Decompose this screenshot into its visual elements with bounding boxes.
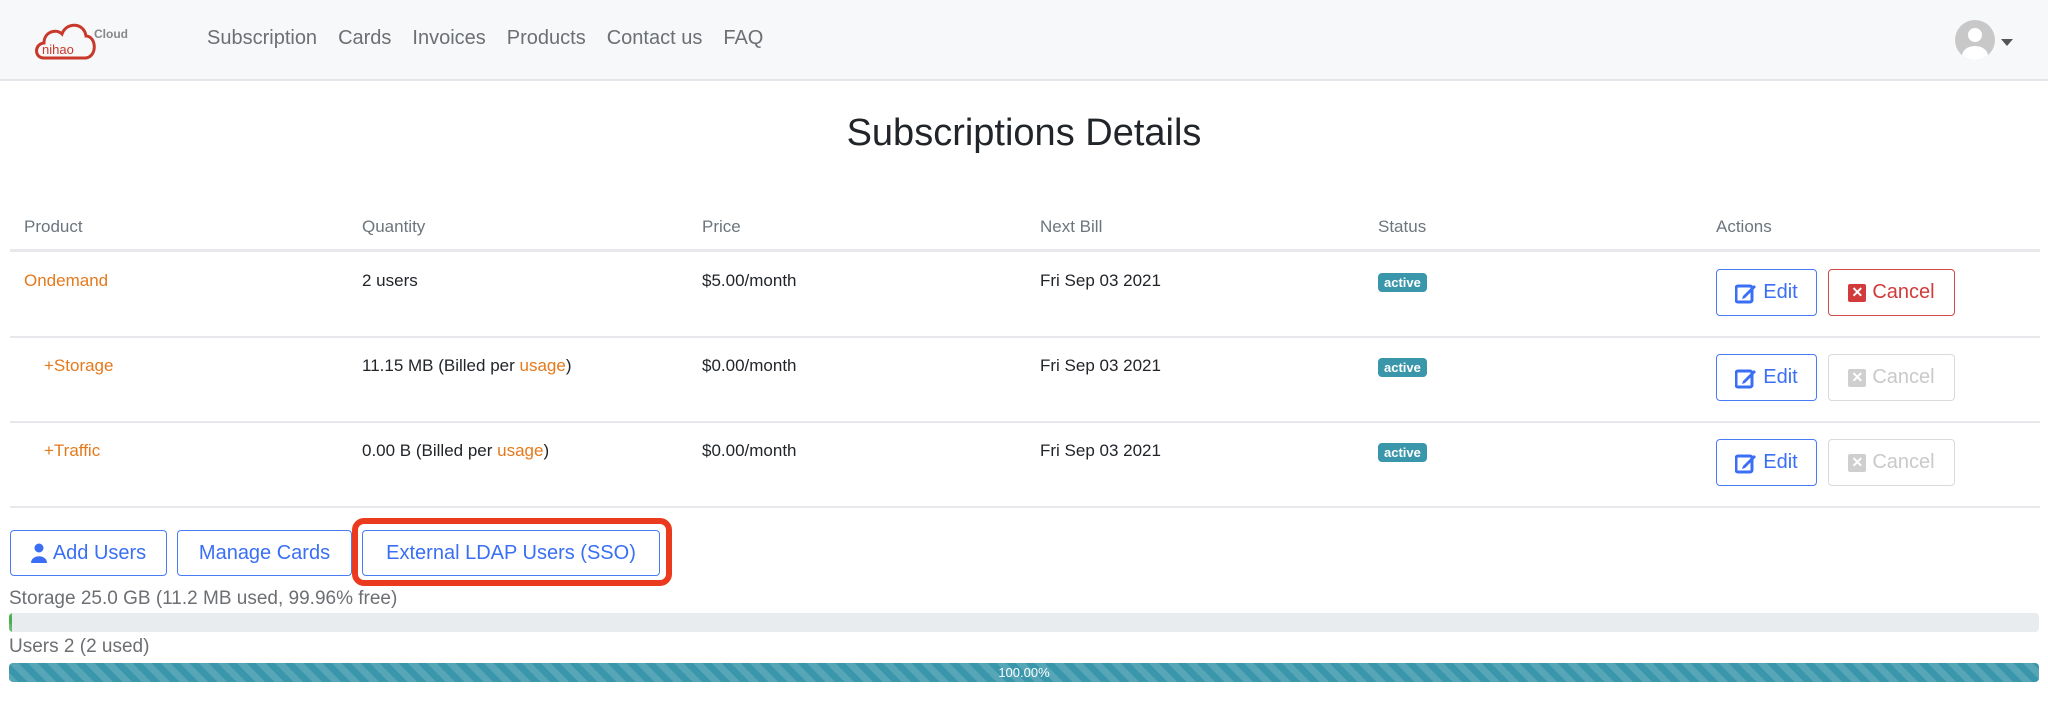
divider bbox=[10, 506, 2040, 508]
user-icon bbox=[1962, 28, 1988, 60]
col-product: Product bbox=[24, 217, 83, 236]
edit-button[interactable]: Edit bbox=[1716, 354, 1817, 401]
nav-invoices[interactable]: Invoices bbox=[412, 27, 486, 49]
user-icon bbox=[30, 543, 47, 563]
status-badge: active bbox=[1378, 358, 1427, 377]
edit-button[interactable]: Edit bbox=[1716, 439, 1817, 486]
users-label: Users 2 (2 used) bbox=[9, 636, 150, 657]
price-cell: $0.00/month bbox=[702, 441, 797, 460]
product-link[interactable]: +Traffic bbox=[44, 441, 101, 460]
usage-link[interactable]: usage bbox=[497, 441, 544, 460]
users-progress-bar: 100.00% bbox=[9, 663, 2039, 682]
highlight-annotation bbox=[352, 518, 672, 586]
external-ldap-users-button[interactable]: External LDAP Users (SSO) bbox=[362, 530, 660, 576]
manage-cards-button[interactable]: Manage Cards bbox=[177, 530, 352, 576]
page-title: Subscriptions Details bbox=[846, 112, 1202, 154]
svg-text:Cloud: Cloud bbox=[94, 27, 128, 41]
product-link[interactable]: +Storage bbox=[44, 356, 114, 375]
nav-subscription[interactable]: Subscription bbox=[207, 27, 318, 49]
edit-icon bbox=[1735, 369, 1757, 388]
nihao-cloud-logo[interactable]: nihao Cloud bbox=[34, 18, 144, 64]
storage-progress-fill bbox=[9, 613, 13, 632]
close-icon: ✕ bbox=[1848, 283, 1867, 302]
product-link[interactable]: Ondemand bbox=[24, 271, 109, 290]
quantity-cell: 0.00 B (Billed per usage) bbox=[362, 441, 550, 460]
cancel-button[interactable]: ✕ Cancel bbox=[1828, 269, 1955, 316]
close-icon: ✕ bbox=[1848, 368, 1867, 387]
status-badge: active bbox=[1378, 273, 1427, 292]
edit-button[interactable]: Edit bbox=[1716, 269, 1817, 316]
col-next-bill: Next Bill bbox=[1040, 217, 1103, 236]
edit-icon bbox=[1735, 284, 1757, 303]
cancel-button[interactable]: ✕ Cancel bbox=[1828, 439, 1955, 486]
divider bbox=[10, 421, 2040, 423]
cancel-button[interactable]: ✕ Cancel bbox=[1828, 354, 1955, 401]
col-quantity: Quantity bbox=[362, 217, 426, 236]
divider bbox=[10, 336, 2040, 338]
user-avatar[interactable] bbox=[1955, 20, 1995, 60]
quantity-cell: 2 users bbox=[362, 271, 418, 290]
nav-faq[interactable]: FAQ bbox=[723, 27, 764, 49]
next-bill-cell: Fri Sep 03 2021 bbox=[1040, 356, 1161, 375]
price-cell: $5.00/month bbox=[702, 271, 797, 290]
main-nav: Subscription Cards Invoices Products Con… bbox=[207, 27, 763, 50]
col-status: Status bbox=[1378, 217, 1427, 236]
edit-icon bbox=[1735, 454, 1757, 473]
next-bill-cell: Fri Sep 03 2021 bbox=[1040, 441, 1161, 460]
quantity-cell: 11.15 MB (Billed per usage) bbox=[362, 356, 572, 375]
usage-link[interactable]: usage bbox=[519, 356, 566, 375]
price-cell: $0.00/month bbox=[702, 356, 797, 375]
col-actions: Actions bbox=[1716, 217, 1772, 236]
nav-cards[interactable]: Cards bbox=[338, 27, 392, 49]
storage-progress-bar bbox=[9, 613, 2039, 632]
status-badge: active bbox=[1378, 443, 1427, 462]
svg-text:nihao: nihao bbox=[42, 42, 74, 57]
navbar: nihao Cloud Subscription Cards Invoices … bbox=[0, 0, 2048, 81]
chevron-down-icon[interactable] bbox=[2001, 39, 2013, 46]
nav-products[interactable]: Products bbox=[506, 27, 586, 49]
divider bbox=[10, 249, 2040, 252]
col-price: Price bbox=[702, 217, 741, 236]
nav-contact-us[interactable]: Contact us bbox=[606, 27, 703, 49]
close-icon: ✕ bbox=[1848, 453, 1867, 472]
storage-label: Storage 25.0 GB (11.2 MB used, 99.96% fr… bbox=[9, 588, 398, 609]
add-users-button[interactable]: Add Users bbox=[10, 530, 167, 576]
next-bill-cell: Fri Sep 03 2021 bbox=[1040, 271, 1161, 290]
users-progress-fill: 100.00% bbox=[9, 663, 2039, 682]
